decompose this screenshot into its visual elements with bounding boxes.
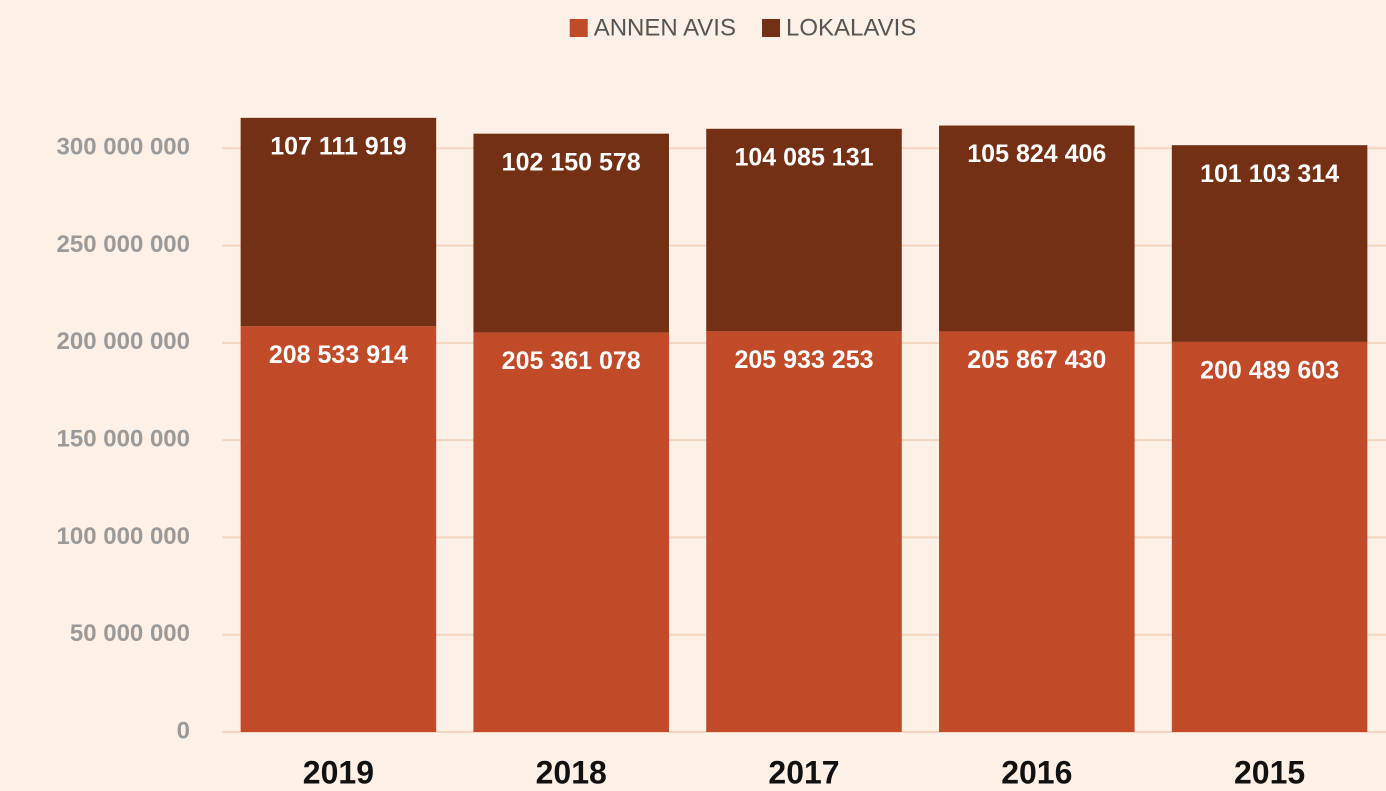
data-label: 102 150 578 — [502, 148, 641, 176]
legend-swatch — [761, 19, 780, 37]
y-tick-label: 150 000 000 — [57, 425, 190, 452]
legend-swatch — [569, 19, 588, 37]
y-tick-label: 250 000 000 — [57, 231, 190, 258]
y-tick-label: 100 000 000 — [57, 523, 190, 550]
x-tick-label: 2018 — [536, 754, 607, 790]
x-tick-label: 2019 — [303, 754, 374, 790]
legend-label: LOKALAVIS — [786, 14, 916, 41]
y-tick-label: 300 000 000 — [57, 134, 190, 161]
y-tick-label: 0 — [177, 717, 190, 744]
data-label: 200 489 603 — [1200, 357, 1339, 385]
data-label: 205 867 430 — [967, 346, 1106, 374]
data-label: 205 933 253 — [734, 346, 873, 374]
x-tick-label: 2017 — [768, 754, 839, 790]
x-tick-label: 2016 — [1001, 754, 1072, 790]
bar-segment — [939, 125, 1135, 332]
bar-segment — [240, 117, 437, 327]
data-label: 104 085 131 — [734, 143, 873, 171]
data-label: 107 111 919 — [270, 132, 406, 160]
data-label: 208 533 914 — [269, 341, 408, 369]
bar-segment — [1171, 145, 1368, 342]
bar-segment — [706, 331, 902, 732]
bar-segment — [473, 133, 669, 333]
data-label: 101 103 314 — [1200, 160, 1339, 188]
y-tick-label: 200 000 000 — [57, 328, 190, 355]
bar-segment — [706, 128, 902, 332]
y-tick-label: 50 000 000 — [70, 620, 190, 647]
legend-label: ANNEN AVIS — [594, 14, 736, 41]
data-label: 105 824 406 — [967, 140, 1106, 168]
bar-segment — [473, 332, 669, 732]
x-tick-label: 2015 — [1234, 754, 1305, 790]
bar-segment — [1171, 341, 1368, 732]
data-label: 205 361 078 — [502, 347, 641, 375]
bar-segment — [939, 331, 1135, 732]
bar-segment — [240, 326, 437, 732]
